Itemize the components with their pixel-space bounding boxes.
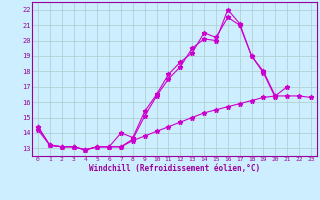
X-axis label: Windchill (Refroidissement éolien,°C): Windchill (Refroidissement éolien,°C): [89, 164, 260, 173]
